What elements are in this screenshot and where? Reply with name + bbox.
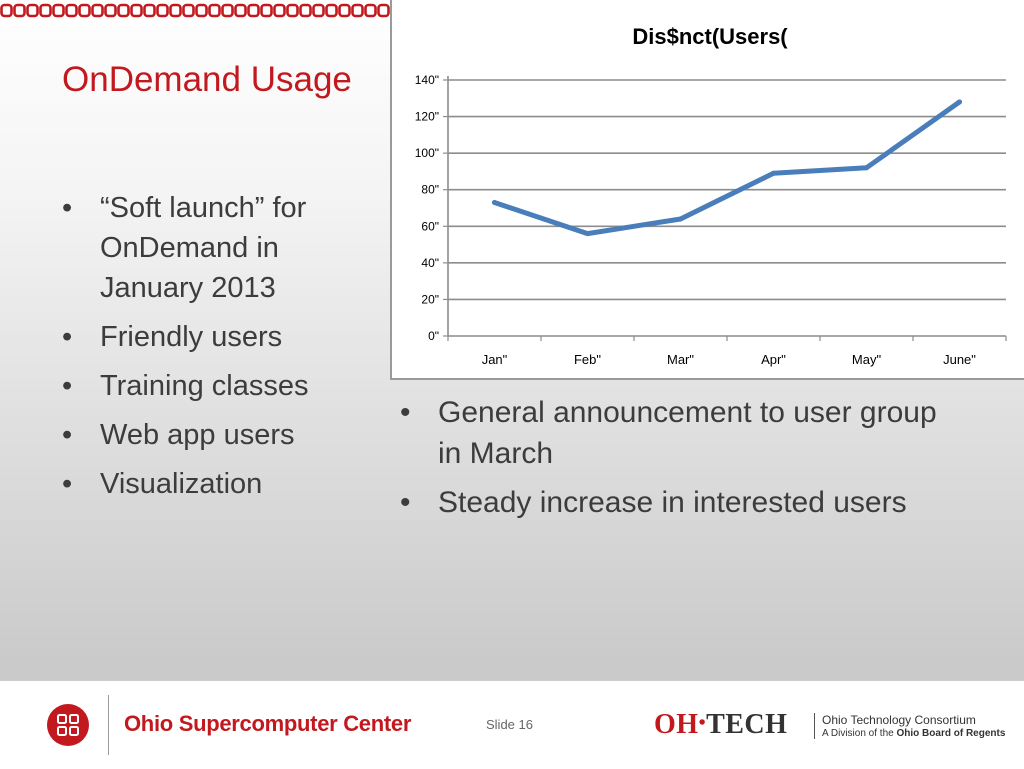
x-tick-labels: Jan" Feb" Mar" Apr" May" June" (482, 352, 977, 367)
y-tick-label: 0" (428, 329, 439, 343)
pattern-band-graphic (0, 0, 392, 22)
consortium-sub-bold: Ohio Board of Regents (896, 728, 1006, 739)
right-bullet-list: General announcement to user group in Ma… (400, 392, 958, 531)
y-tick-label: 120" (415, 110, 439, 124)
ohtech-oh: OH (654, 709, 699, 740)
y-tick-label: 20" (421, 292, 439, 306)
data-point (957, 99, 962, 105)
series-line (492, 99, 962, 237)
y-tick-label: 60" (421, 219, 439, 233)
decorative-pattern-band (0, 0, 392, 22)
data-point (678, 216, 683, 222)
bullet-item: Friendly users (62, 317, 360, 357)
x-tick-label: May" (852, 352, 882, 367)
footer-divider (108, 695, 109, 755)
chart-title: Dis$nct(Users( (632, 24, 788, 49)
y-tick-label: 100" (415, 146, 439, 160)
chart-canvas: Dis$nct(Users( 0" 20" 40" 60" 80" 100" 120" 140… (415, 24, 1007, 367)
slide-title: OnDemand Usage (62, 60, 352, 99)
y-tick-label: 80" (421, 183, 439, 197)
logo-divider (814, 713, 815, 739)
x-tick-label: Mar" (667, 352, 694, 367)
bullet-item: “Soft launch” for OnDemand in January 20… (62, 188, 360, 308)
bullet-item: Steady increase in interested users (400, 482, 958, 523)
slide-number: Slide 16 (486, 717, 533, 732)
data-point (864, 165, 869, 171)
series (492, 99, 962, 237)
osc-logo-icon (46, 703, 90, 752)
x-tick-label: Apr" (761, 352, 786, 367)
line-chart: Dis$nct(Users( 0" 20" 40" 60" 80" 100" 120" 140… (390, 0, 1024, 380)
ohtech-tech: TECH (706, 709, 788, 740)
ohtech-dot: • (698, 712, 707, 734)
consortium-subtitle: A Division of the Ohio Board of Regents (822, 728, 1005, 739)
x-tick-label: June" (943, 352, 976, 367)
bullet-item: Training classes (62, 366, 360, 406)
footer-bar: Ohio Supercomputer Center Slide 16 OH•TE… (0, 680, 1024, 769)
consortium-name: Ohio Technology Consortium (822, 713, 976, 727)
left-bullet-list: “Soft launch” for OnDemand in January 20… (62, 188, 360, 513)
data-point (771, 170, 776, 176)
org-name: Ohio Supercomputer Center (124, 711, 412, 736)
bullet-item: General announcement to user group in Ma… (400, 392, 958, 474)
y-tick-label: 40" (421, 256, 439, 270)
x-tick-label: Jan" (482, 352, 508, 367)
bullet-item: Web app users (62, 415, 360, 455)
data-point (585, 231, 590, 237)
gridlines (448, 79, 1006, 301)
ohtech-logo: OH•TECH (654, 709, 787, 741)
y-tick-label: 140" (415, 73, 439, 87)
consortium-sub-prefix: A Division of the (822, 728, 894, 739)
y-tick-labels: 0" 20" 40" 60" 80" 100" 120" 140" (415, 73, 439, 343)
data-point (492, 200, 497, 206)
x-tick-label: Feb" (574, 352, 601, 367)
bullet-item: Visualization (62, 464, 360, 504)
axes (443, 76, 1007, 341)
